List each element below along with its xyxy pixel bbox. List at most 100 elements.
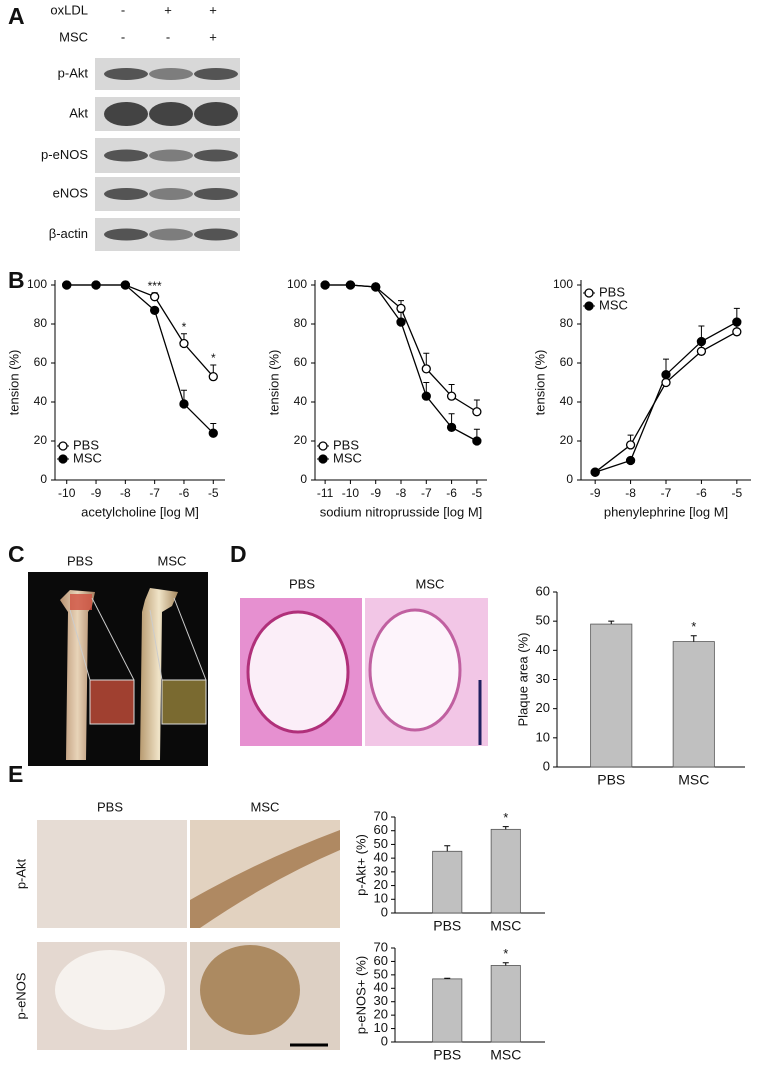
y-tick-label: 20 xyxy=(374,1007,388,1022)
y-tick-label: 60 xyxy=(34,355,48,369)
marker xyxy=(421,391,431,401)
marker xyxy=(150,292,160,302)
x-tick-label: -8 xyxy=(120,486,131,500)
blot-band xyxy=(194,149,238,162)
x-tick-label: -9 xyxy=(91,486,102,500)
histology-images xyxy=(240,598,488,746)
y-tick-label: 80 xyxy=(34,316,48,330)
x-axis-label: acetylcholine [log M] xyxy=(81,504,199,519)
panel-letter: D xyxy=(230,541,247,567)
legend-marker xyxy=(58,441,68,451)
y-tick-label: 0 xyxy=(543,758,550,773)
y-tick-label: 0 xyxy=(300,472,307,486)
bar xyxy=(590,623,633,768)
marker xyxy=(208,371,218,382)
blot-row-label: eNOS xyxy=(53,185,89,200)
x-tick-label: -5 xyxy=(208,486,219,500)
x-tick-label: PBS xyxy=(433,1047,461,1063)
x-tick-label: -9 xyxy=(590,486,601,500)
blot-header-label: MSC xyxy=(59,29,88,44)
x-tick-label: MSC xyxy=(490,1047,521,1063)
blot-band xyxy=(194,228,238,241)
aorta-photo xyxy=(28,572,208,766)
bar-chart: 0 10 20 30 40 50 60 Plaque area (%) PBS MSC * xyxy=(515,583,745,788)
blot-header-label: oxLDL xyxy=(50,2,88,17)
x-tick-label: -11 xyxy=(317,486,334,500)
y-tick-label: 10 xyxy=(374,1020,388,1035)
marker xyxy=(661,377,671,388)
y-tick-label: 80 xyxy=(560,316,574,330)
panel-letter: E xyxy=(8,761,23,787)
x-axis-label: phenylephrine [log M] xyxy=(604,504,728,519)
blot-sign: + xyxy=(164,2,172,17)
marker xyxy=(371,282,381,292)
series-line xyxy=(66,284,214,378)
y-tick-label: 30 xyxy=(536,671,550,686)
x-tick-label: -10 xyxy=(342,486,360,500)
blot-band xyxy=(104,102,148,126)
blot-row-label: p-eNOS xyxy=(41,147,88,162)
x-tick-label: -7 xyxy=(421,486,432,500)
error-bar xyxy=(444,977,451,979)
x-tick-label: -9 xyxy=(370,486,381,500)
marker xyxy=(625,455,636,466)
marker xyxy=(208,428,218,438)
annotation: * xyxy=(182,320,187,334)
image-label: MSC xyxy=(416,576,445,591)
image-label: PBS xyxy=(289,576,315,591)
y-tick-label: 20 xyxy=(374,877,388,892)
y-axis-label: tension (%) xyxy=(532,350,547,416)
y-tick-label: 40 xyxy=(34,394,48,408)
bar xyxy=(432,850,463,914)
panel-letter: B xyxy=(8,267,25,293)
y-tick-label: 60 xyxy=(536,583,550,598)
blot-sign: + xyxy=(209,29,217,44)
y-tick-label: 60 xyxy=(294,355,308,369)
marker xyxy=(421,364,431,374)
legend-marker xyxy=(318,441,328,451)
blot-band xyxy=(149,228,193,241)
image-label: p-Akt xyxy=(13,858,28,889)
y-tick-label: 40 xyxy=(536,642,550,657)
y-tick-label: 30 xyxy=(374,993,388,1008)
y-tick-label: 20 xyxy=(560,433,574,447)
marker xyxy=(396,303,406,314)
y-tick-label: 70 xyxy=(374,808,388,823)
marker xyxy=(590,467,600,477)
x-tick-label: -8 xyxy=(396,486,407,500)
image-label: p-eNOS xyxy=(13,972,28,1019)
error-bar xyxy=(444,845,451,852)
x-tick-label: -6 xyxy=(446,486,457,500)
y-tick-label: 100 xyxy=(553,277,573,291)
annotation: * xyxy=(691,619,696,634)
bar xyxy=(672,641,715,768)
marker xyxy=(150,305,160,316)
y-axis-label: p-eNOS+ (%) xyxy=(353,956,368,1034)
y-tick-label: 60 xyxy=(560,355,574,369)
y-tick-label: 40 xyxy=(294,394,308,408)
marker xyxy=(446,391,457,401)
marker xyxy=(472,436,482,446)
x-tick-label: PBS xyxy=(597,772,625,788)
marker xyxy=(62,280,72,290)
marker xyxy=(396,317,406,327)
y-axis-label: p-Akt+ (%) xyxy=(353,834,368,896)
marker xyxy=(446,422,457,433)
x-tick-label: -6 xyxy=(696,486,707,500)
y-tick-label: 70 xyxy=(374,939,388,954)
bar xyxy=(432,978,463,1043)
y-tick-label: 50 xyxy=(374,836,388,851)
y-tick-label: 20 xyxy=(294,433,308,447)
blot-row-label: β-actin xyxy=(49,226,88,241)
error-bar xyxy=(690,635,697,642)
line-chart: 0 20 40 60 80 100 -11 -10 -9 -8 -7 -6 -5 sodium nitro… xyxy=(266,277,487,519)
blot-band xyxy=(149,149,193,162)
x-tick-label: -7 xyxy=(149,486,160,500)
y-tick-label: 0 xyxy=(381,904,388,919)
panel-letter: A xyxy=(8,3,25,29)
marker xyxy=(732,317,742,327)
x-axis-label: sodium nitroprusside [log M] xyxy=(320,504,483,519)
x-tick-label: -6 xyxy=(179,486,190,500)
